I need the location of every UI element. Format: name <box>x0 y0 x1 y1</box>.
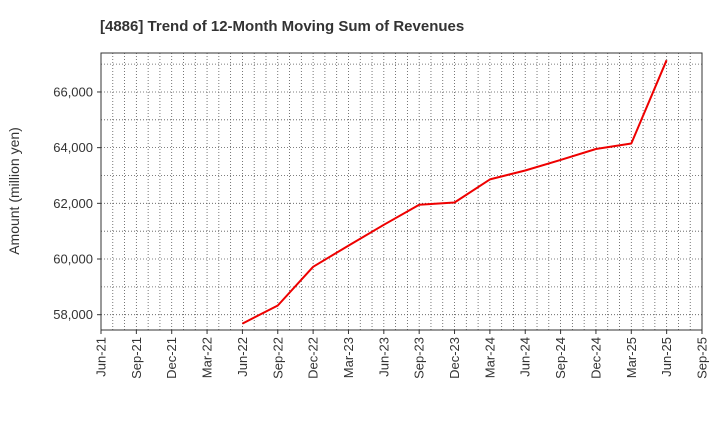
y-tick-label: 66,000 <box>53 84 93 99</box>
x-tick-label: Mar-24 <box>482 337 497 378</box>
x-tick-label: Sep-24 <box>553 337 568 379</box>
x-tick-label: Dec-22 <box>306 337 321 379</box>
y-tick-label: 58,000 <box>53 307 93 322</box>
x-tick-label: Dec-24 <box>588 337 603 379</box>
y-tick-label: 62,000 <box>53 196 93 211</box>
x-tick-label: Jun-21 <box>94 337 109 377</box>
x-tick-label: Sep-23 <box>412 337 427 379</box>
y-tick-label: 64,000 <box>53 140 93 155</box>
x-tick-label: Mar-23 <box>341 337 356 378</box>
series-layer <box>241 59 668 325</box>
x-tick-label: Jun-22 <box>235 337 250 377</box>
x-tick-label: Sep-22 <box>270 337 285 379</box>
x-tick-label: Mar-22 <box>200 337 215 378</box>
x-tick-label: Jun-23 <box>376 337 391 377</box>
revenue-line <box>241 59 668 325</box>
x-tick-label: Dec-23 <box>447 337 462 379</box>
plot-frame <box>100 52 703 331</box>
x-tick-label: Mar-25 <box>624 337 639 378</box>
x-tick-label: Jun-25 <box>659 337 674 377</box>
x-tick-label: Sep-21 <box>129 337 144 379</box>
x-tick-label: Sep-25 <box>695 337 710 379</box>
gridlines <box>101 53 702 330</box>
y-tick-label: 60,000 <box>53 252 93 267</box>
chart-title: [4886] Trend of 12-Month Moving Sum of R… <box>100 18 464 35</box>
x-tick-label: Dec-21 <box>164 337 179 379</box>
x-tick-label: Jun-24 <box>518 337 533 377</box>
x-tick-labels: Jun-21 Sep-21 Dec-21 Mar-22 Jun-22 Sep-22 Dec-… <box>94 330 710 379</box>
y-axis-label: Amount (million yen) <box>6 127 22 255</box>
y-tick-labels: 58,000 60,000 62,000 64,000 66,000 <box>53 84 101 322</box>
